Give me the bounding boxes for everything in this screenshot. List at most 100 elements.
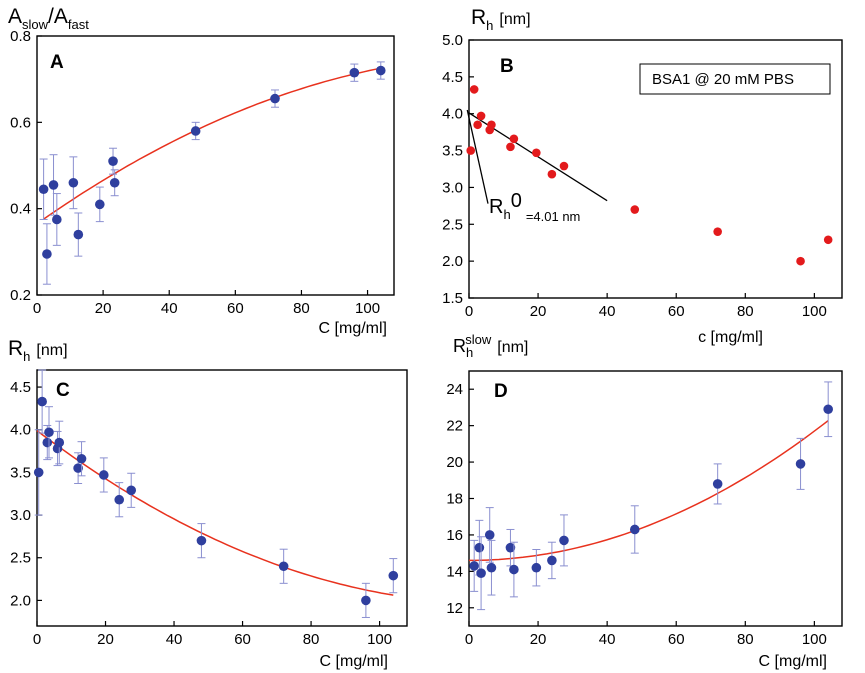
panel-c-ytick-label: 2.0 [10, 592, 31, 609]
panel-c-fit-curve [36, 430, 394, 596]
panel-a-xlabel: C [mg/ml] [319, 320, 387, 337]
panel-c-frame [36, 369, 408, 627]
panel-b-frame [468, 39, 843, 299]
panel-d-xtick-label: 40 [599, 631, 616, 648]
panel-d-points [469, 381, 833, 611]
panel-a-xtick-label: 40 [161, 300, 178, 317]
panel-b-ytick-label: 3.5 [442, 143, 463, 160]
panel-b-points [466, 85, 833, 266]
panel-a-fit-curve [43, 67, 381, 220]
panel-b-data-point [630, 205, 640, 214]
panel-c-data-point [126, 485, 137, 496]
panel-a-data-point [108, 156, 118, 166]
panel-b-label: B [500, 56, 514, 77]
panel-d-ticks: 0 20 40 60 80 100 12 14 16 18 20 22 24 [446, 381, 827, 648]
panel-a-ytick-label: 0.2 [10, 287, 31, 304]
panel-d-ytick-label: 16 [446, 527, 463, 544]
panel-d-xlabel: C [mg/ml] [759, 653, 827, 670]
panel-b-data-point [713, 227, 722, 236]
panel-b-ytick-label: 4.5 [442, 69, 463, 86]
panel-a-data-point [190, 126, 201, 136]
panel-c-points [33, 369, 399, 618]
panel-b-data-point [487, 120, 496, 130]
panel-a-ytick-label: 0.4 [10, 201, 31, 218]
panel-b-xtick-label: 40 [599, 303, 616, 320]
panel-b-ytick-label: 2.0 [442, 253, 463, 270]
panel-c-ytick-label: 2.5 [10, 550, 31, 567]
panel-d-data-point [712, 479, 723, 489]
panel-c-ytick-label: 4.5 [10, 379, 31, 396]
panel-c-data-point [361, 595, 371, 606]
panel-d-xtick-label: 0 [465, 631, 473, 648]
panel-b-ticks: 0 20 40 60 80 100 1.5 2.0 2.5 3.0 3.5 4.0 4.5 5.0 [442, 32, 827, 320]
legend-box [639, 63, 831, 95]
panel-c-data-point [388, 570, 399, 581]
panel-c-ytick-label: 4.0 [10, 422, 31, 439]
panel-c-data-point [37, 396, 47, 407]
panel-d-fit [469, 420, 829, 562]
panel-d-xtick-label: 80 [737, 631, 754, 648]
panel-d-data-point [559, 535, 569, 546]
panel-a-label: A [50, 52, 64, 73]
panel-b-ytick-label: 1.5 [442, 290, 463, 307]
panel-b-xtick-label: 0 [465, 303, 473, 320]
panel-a-xtick-label: 0 [33, 300, 41, 317]
panel-c-xtick-label: 20 [97, 631, 114, 648]
panel-c-data-point [99, 470, 109, 480]
panel-a-data-point [48, 180, 59, 190]
panel-a-data-point [68, 177, 79, 188]
panel-c-ytick-label: 3.0 [10, 507, 31, 524]
panel-a-ticks: 0 20 40 60 80 100 0.2 0.4 0.6 0.8 [10, 28, 380, 317]
panel-b-data-point [469, 85, 479, 94]
panel-a-data-point [38, 184, 49, 195]
panel-c-data-point [76, 453, 87, 464]
panel-a-points [38, 61, 386, 285]
panel-d-data-point [484, 530, 495, 540]
panel-c-xtick-label: 100 [367, 631, 392, 648]
panel-c-data-point [44, 427, 54, 438]
panel-d-xtick-label: 20 [530, 631, 547, 648]
panel-b-xtick-label: 80 [737, 303, 754, 320]
panel-c-label: C [56, 380, 70, 401]
panel-d-ytick-label: 14 [446, 563, 463, 580]
panel-b-ytick-label: 3.0 [442, 179, 463, 196]
panel-d-ytick-label: 12 [446, 600, 463, 617]
panel-a-fit [43, 67, 381, 220]
panel-b-xtick-label: 100 [802, 303, 827, 320]
panel-b-data-point [796, 256, 805, 266]
panel-b-data-point [823, 235, 833, 245]
panel-d-data-point [795, 459, 806, 469]
panel-b-xtick-label: 20 [530, 303, 547, 320]
panel-d-fit-curve [469, 420, 829, 562]
panel-b-ytick-label: 4.0 [442, 106, 463, 123]
panel-d-frame [468, 370, 843, 627]
panel-d-ytick-label: 24 [446, 381, 463, 398]
panel-d-data-point [547, 555, 557, 566]
panel-c-data-point [278, 561, 289, 572]
panel-c-data-point [196, 535, 207, 546]
panel-c-ytick-label: 3.5 [10, 464, 31, 481]
panel-a-data-point [52, 214, 62, 225]
panel-d-data-point [476, 568, 486, 578]
panel-b-annotation-pointer [466, 109, 489, 204]
panel-a-data-point [349, 67, 360, 78]
panel-b-data-point [559, 161, 569, 171]
panel-b: Rh [nm] B BSA1 @ 20 mM PBS 0 20 40 60 80 100 1.… [442, 6, 843, 346]
panel-a-ylabel: Aslow/Afast [8, 5, 89, 32]
panel-c-data-point [114, 494, 125, 505]
panel-b-xtick-label: 60 [668, 303, 685, 320]
panel-c-data-point [42, 437, 53, 448]
panel-a-frame [36, 35, 395, 296]
panel-b-ytick-label: 2.5 [442, 216, 463, 233]
panel-c-data-point [73, 463, 83, 473]
panel-a-data-point [42, 249, 52, 259]
panel-d-data-point [531, 562, 542, 573]
panel-a-xtick-label: 100 [355, 300, 380, 317]
panel-a-xtick-label: 80 [293, 300, 310, 317]
panel-d: Rhslow [nm] D 0 20 40 60 80 10012141618202224 … [446, 332, 843, 670]
panel-b-data-point [476, 111, 486, 121]
panel-c-fit [36, 430, 394, 596]
panel-c-data-point [33, 467, 44, 478]
panel-b-data-point [532, 148, 541, 158]
